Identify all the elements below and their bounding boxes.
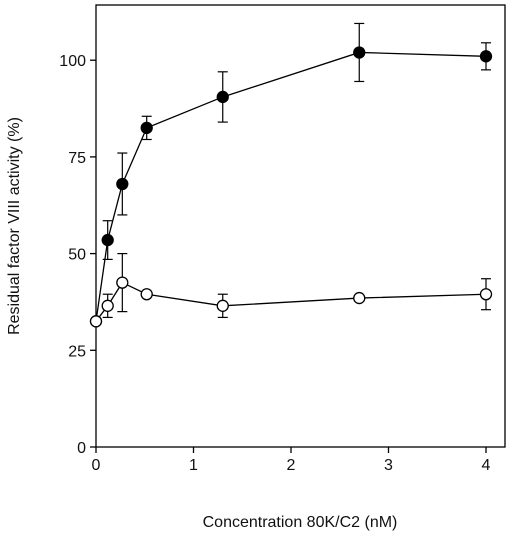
data-series <box>89 22 493 328</box>
x-tick-label: 3 <box>384 457 393 474</box>
y-axis-title: Residual factor VIII activity (%) <box>6 117 23 335</box>
data-point <box>216 299 229 312</box>
data-point <box>101 233 114 247</box>
data-point <box>353 46 366 59</box>
data-point <box>216 90 229 104</box>
data-point <box>353 291 366 305</box>
series-line <box>95 281 487 322</box>
data-point <box>116 177 129 191</box>
y-tick-label: 100 <box>59 53 86 70</box>
y-tick-label: 50 <box>68 247 86 264</box>
data-point <box>479 288 493 301</box>
data-point <box>479 50 493 63</box>
series-1 <box>89 22 493 328</box>
x-tick-label: 4 <box>482 457 491 474</box>
x-tick-label: 0 <box>92 457 101 474</box>
series-line <box>95 51 487 322</box>
data-point <box>116 276 129 289</box>
y-axis-ticks: 0 25 50 75 100 <box>59 53 96 457</box>
plot-frame <box>95 4 506 448</box>
x-axis-title: Concentration 80K/C2 (nM) <box>203 514 398 531</box>
y-tick-label: 75 <box>68 150 86 167</box>
y-tick-label: 0 <box>77 440 86 457</box>
y-tick-label: 25 <box>68 343 86 360</box>
x-tick-label: 2 <box>287 457 296 474</box>
series-2 <box>89 253 493 328</box>
x-tick-label: 1 <box>189 457 198 474</box>
data-point <box>89 315 103 328</box>
data-point <box>140 121 153 135</box>
axes <box>95 4 506 448</box>
x-axis-ticks: 0 1 2 3 4 <box>92 447 491 474</box>
data-point <box>140 288 153 301</box>
data-point <box>101 299 114 312</box>
